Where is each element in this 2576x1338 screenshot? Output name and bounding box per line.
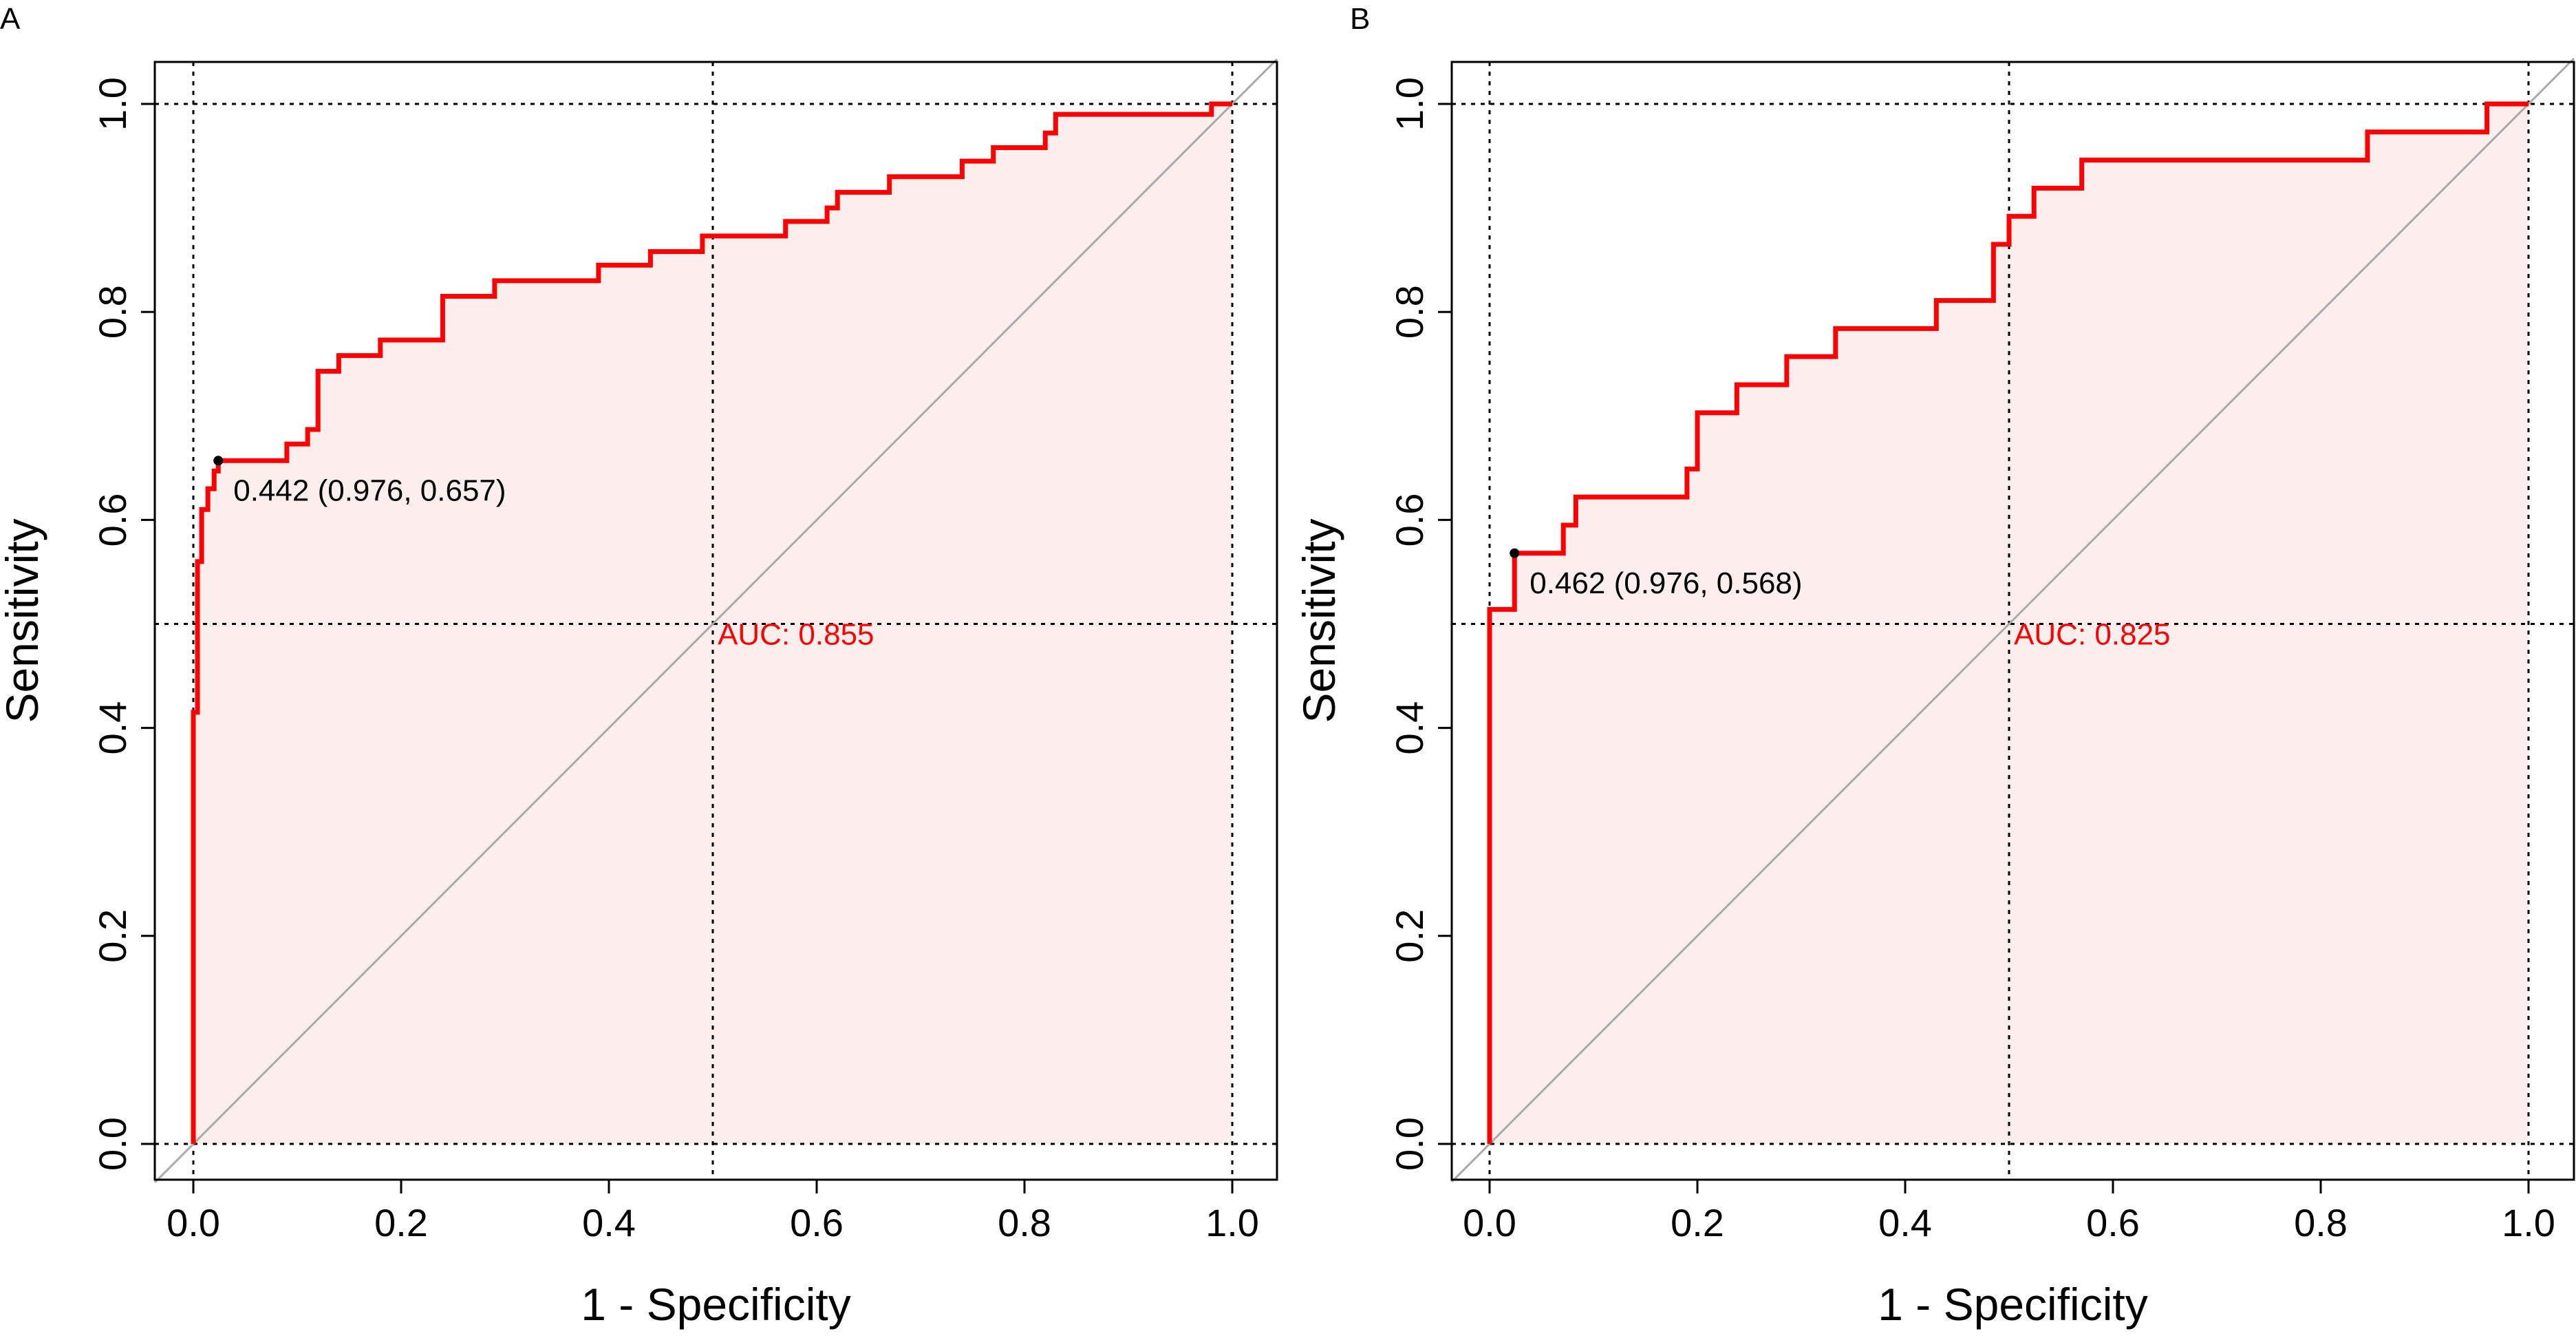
plot-frame [153, 61, 1278, 1181]
y-tick-label: 1.0 [91, 77, 134, 131]
x-tick-label: 0.0 [167, 1201, 220, 1244]
x-tick-label: 1.0 [2502, 1201, 2555, 1244]
threshold-label: 0.442 (0.976, 0.657) [233, 474, 506, 507]
x-tick-label: 0.4 [582, 1201, 636, 1244]
x-tick-label: 0.2 [1671, 1201, 1724, 1244]
y-tick-label: 0.6 [1388, 493, 1431, 546]
roc-panel-a: A 0.0 0.2 0.4 0.6 0.8 1.0 0.0 0.2 0.4 0.6 0.8 1.0 1 -… [0, 2, 1278, 1330]
y-tick-label: 0.2 [1388, 909, 1431, 963]
x-tick-label: 0.6 [790, 1201, 844, 1244]
x-axis-title: 1 - Specificity [581, 1279, 850, 1330]
reference-diagonal [153, 58, 1278, 1184]
y-tick-label: 0.4 [91, 701, 134, 755]
plot-frame [1450, 61, 2575, 1181]
panel-label: B [1350, 2, 1370, 36]
y-tick-label: 0.0 [91, 1117, 134, 1171]
roc-panel-b: B 0.0 0.2 0.4 0.6 0.8 1.0 0.0 0.2 0.4 0.6 0.8 1.0 1 -… [1294, 2, 2575, 1330]
x-tick-label: 0.8 [2294, 1201, 2348, 1244]
auc-label: AUC: 0.825 [2014, 618, 2170, 652]
y-tick-label: 0.8 [91, 285, 134, 339]
y-tick-label: 0.2 [91, 909, 134, 963]
y-tick-label: 0.4 [1388, 701, 1431, 755]
x-axis-title: 1 - Specificity [1878, 1279, 2147, 1330]
x-tick-label: 0.6 [2086, 1201, 2140, 1244]
x-tick-label: 0.2 [374, 1201, 428, 1244]
x-tick-label: 0.8 [998, 1201, 1051, 1244]
y-axis-title: Sensitivity [0, 518, 47, 723]
panel-label: A [0, 2, 21, 36]
reference-diagonal [1450, 57, 2575, 1183]
y-tick-label: 0.6 [91, 493, 134, 546]
x-tick-label: 0.4 [1878, 1201, 1932, 1244]
roc-curve [1487, 101, 2529, 1144]
auc-label: AUC: 0.855 [718, 618, 874, 652]
x-tick-label: 0.0 [1463, 1201, 1516, 1244]
y-tick-label: 0.0 [1388, 1117, 1431, 1171]
threshold-point [1510, 548, 1520, 558]
y-tick-label: 0.8 [1388, 285, 1431, 339]
roc-curve [191, 101, 1232, 1144]
y-axis-title: Sensitivity [1294, 518, 1344, 723]
y-tick-label: 1.0 [1388, 77, 1431, 131]
threshold-point [213, 456, 224, 466]
threshold-label: 0.462 (0.976, 0.568) [1530, 566, 1802, 600]
x-tick-label: 1.0 [1205, 1201, 1259, 1244]
